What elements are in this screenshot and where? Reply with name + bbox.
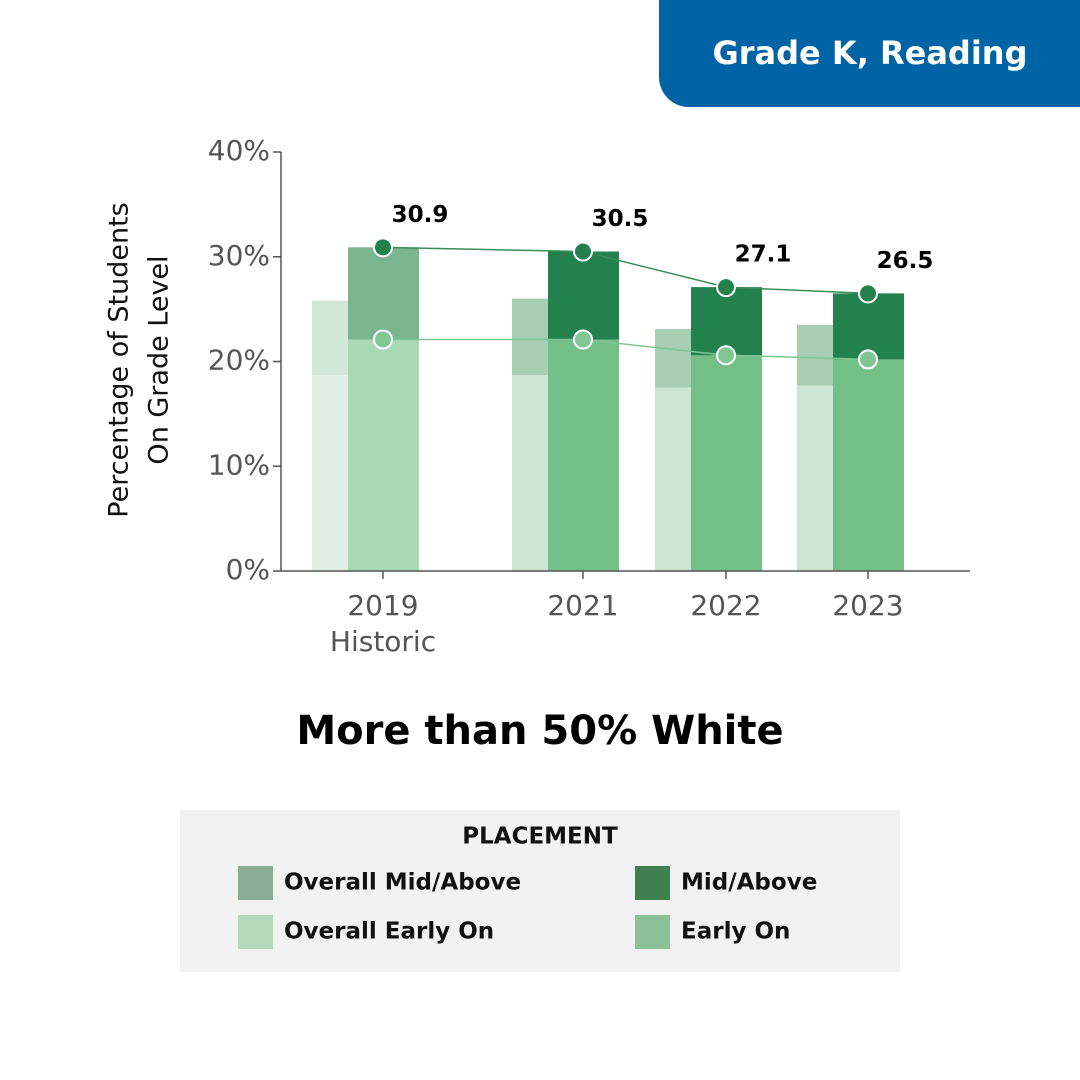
x-tick-label: 2019 (347, 589, 418, 622)
early-on-line (383, 338, 869, 361)
total-line (382, 246, 869, 295)
bar (833, 359, 904, 571)
legend-title: PLACEMENT (462, 824, 618, 850)
data-label: 30.9 (392, 202, 449, 228)
early-on-dot (573, 329, 593, 350)
y-axis-title-line: On Grade Level (144, 255, 175, 464)
x-tick-note: Historic (330, 625, 436, 658)
data-label: 30.5 (592, 206, 649, 232)
legend-swatch (238, 915, 273, 949)
y-axis-title-line: Percentage of Students (104, 202, 135, 517)
bar (833, 293, 904, 360)
data-label: 26.5 (877, 248, 934, 274)
y-axis-title: Percentage of Students On Grade Level (104, 202, 175, 517)
bar (691, 287, 762, 356)
y-tick-label: 10% (208, 448, 270, 481)
y-tick-label: 40% (208, 134, 270, 167)
legend-swatch (635, 915, 670, 949)
total-dot (716, 277, 736, 298)
x-tick-label: 2023 (832, 589, 903, 622)
y-tick-label: 30% (208, 239, 270, 272)
header-title: Grade K, Reading (713, 34, 1028, 72)
early-on-dot (716, 345, 736, 366)
bar (691, 355, 762, 571)
bar (548, 251, 619, 340)
y-tick-label: 20% (208, 344, 270, 377)
total-dot (858, 283, 878, 304)
total-dot (573, 241, 593, 262)
y-tick-label: 0% (226, 553, 270, 586)
legend-box (180, 810, 900, 972)
legend-label: Overall Early On (284, 919, 494, 945)
bar (348, 247, 419, 340)
x-tick-label: 2021 (547, 589, 618, 622)
legend-swatch (238, 866, 273, 900)
legend-label: Early On (681, 919, 790, 945)
legend-label: Overall Mid/Above (284, 870, 521, 896)
early-on-dot (858, 349, 878, 370)
header-tab (659, 0, 1080, 107)
x-tick-label: 2022 (690, 589, 761, 622)
data-label: 27.1 (735, 242, 792, 268)
early-on-dot (373, 329, 393, 350)
legend-label: Mid/Above (681, 870, 817, 896)
bar (348, 339, 419, 571)
legend-swatch (635, 866, 670, 900)
total-dot (373, 237, 393, 258)
chart-subtitle: More than 50% White (296, 708, 783, 754)
bar (548, 339, 619, 571)
